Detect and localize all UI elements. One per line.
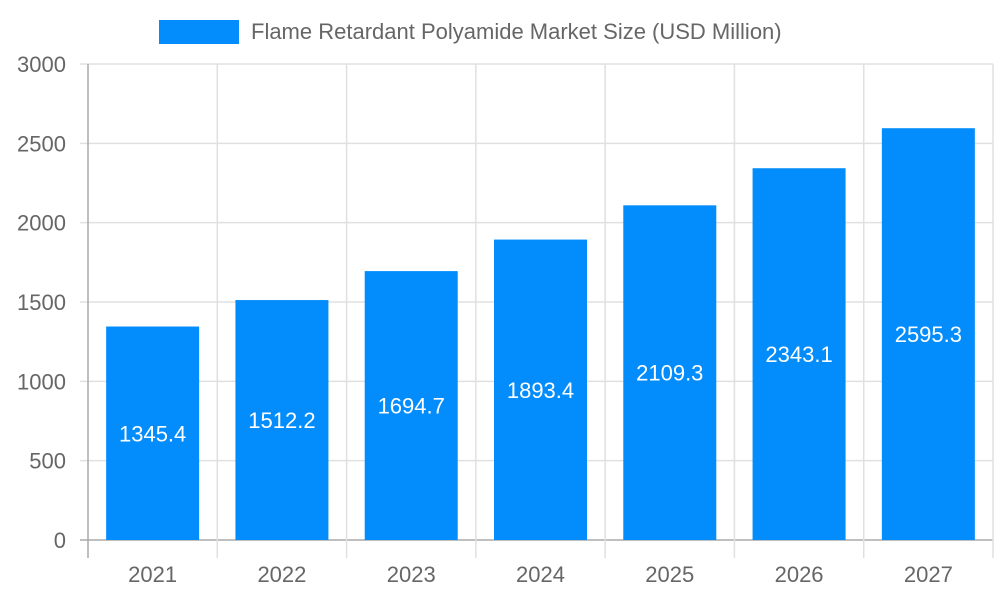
bars: 1345.4 1512.2 1694.7 1893.4 2109.3 2343.1 2595… [106,128,975,540]
bar-value-label: 2595.3 [895,322,962,347]
bar-2021[interactable] [106,326,200,540]
bar-2024[interactable] [494,239,587,540]
bar-value-label: 2109.3 [636,361,703,386]
bar-value-label: 2343.1 [765,342,832,367]
x-tick-label: 2027 [904,562,953,587]
bar-2025[interactable] [623,205,717,540]
chart-legend[interactable]: Flame Retardant Polyamide Market Size (U… [159,18,782,46]
bar-value-label: 1345.4 [119,421,186,446]
legend-swatch [159,20,239,44]
bar-2023[interactable] [364,271,458,540]
x-tick-label: 2023 [387,562,436,587]
x-tick-label: 2024 [516,562,565,587]
y-tick-label: 3000 [17,52,66,77]
legend-label: Flame Retardant Polyamide Market Size (U… [251,19,782,44]
y-tick-label: 0 [54,528,66,553]
x-tick-label: 2025 [645,562,694,587]
x-tick-label: 2021 [128,562,177,587]
y-tick-label: 1500 [17,290,66,315]
bar-2026[interactable] [752,168,846,540]
bar-value-label: 1512.2 [248,408,315,433]
x-tick-label: 2022 [257,562,306,587]
bar-value-label: 1893.4 [507,378,574,403]
axes: 0 500 1000 1500 2000 2500 3000 2021 2022 2023 2024… [17,52,953,587]
bar-2022[interactable] [235,300,329,540]
y-tick-label: 2500 [17,131,66,156]
y-tick-label: 500 [29,449,66,474]
bar-2027[interactable] [881,128,975,540]
x-tick-label: 2026 [775,562,824,587]
y-tick-label: 1000 [17,369,66,394]
bar-value-label: 1694.7 [378,394,445,419]
y-tick-label: 2000 [17,211,66,236]
